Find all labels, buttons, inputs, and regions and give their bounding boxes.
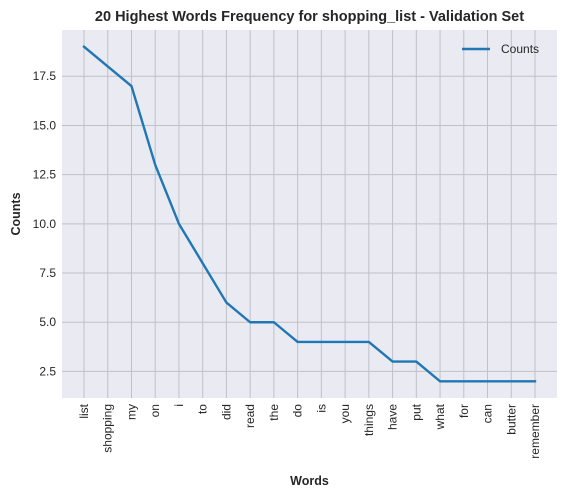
data-point <box>153 163 157 167</box>
x-tick-label: you <box>338 404 352 423</box>
x-tick-label: on <box>148 404 162 417</box>
x-tick-label: list <box>77 403 91 418</box>
chart-title: 20 Highest Words Frequency for shopping_… <box>95 9 524 25</box>
data-point <box>201 261 205 265</box>
data-point <box>296 340 300 344</box>
data-point <box>367 340 371 344</box>
legend: Counts <box>462 42 539 56</box>
x-tick-label: is <box>314 404 328 413</box>
y-tick-label: 2.5 <box>39 364 56 378</box>
y-tick-label: 17.5 <box>33 69 57 83</box>
data-point <box>106 64 110 68</box>
x-tick-label: my <box>124 404 138 420</box>
data-point <box>391 360 395 364</box>
data-point <box>533 379 537 383</box>
x-tick-label: the <box>267 404 281 421</box>
data-point <box>462 379 466 383</box>
x-tick-label: i <box>172 404 186 407</box>
data-point <box>438 379 442 383</box>
x-tick-label: can <box>481 404 495 423</box>
y-tick-label: 7.5 <box>39 266 56 280</box>
x-tick-label: butter <box>504 404 518 435</box>
data-point <box>272 320 276 324</box>
y-tick-labels: 2.5 5.0 7.5 10.0 12.5 15.0 17.5 <box>33 69 57 378</box>
y-axis-label: Counts <box>9 192 23 235</box>
x-tick-label: shopping <box>101 404 115 453</box>
series-line-counts <box>82 45 537 383</box>
x-tick-label: to <box>196 404 210 414</box>
x-tick-label: for <box>457 404 471 418</box>
y-tick-label: 10.0 <box>33 217 57 231</box>
x-tick-label: read <box>243 404 257 428</box>
x-tick-label: what <box>433 403 447 430</box>
x-tick-label: do <box>291 404 305 418</box>
x-axis-label: Words <box>290 474 329 488</box>
legend-label: Counts <box>501 42 539 56</box>
data-point <box>343 340 347 344</box>
data-point <box>414 360 418 364</box>
x-tick-label: have <box>386 404 400 430</box>
x-tick-label: did <box>219 404 233 420</box>
y-tick-label: 15.0 <box>33 118 57 132</box>
data-point <box>486 379 490 383</box>
plot-area <box>62 30 557 398</box>
series-layer <box>82 45 537 383</box>
data-point <box>509 379 513 383</box>
data-point <box>248 320 252 324</box>
y-tick-label: 12.5 <box>33 168 57 182</box>
grid-lines <box>62 30 557 398</box>
data-point <box>177 222 181 226</box>
data-point <box>82 45 86 49</box>
x-tick-label: things <box>362 404 376 436</box>
data-point <box>129 84 133 88</box>
y-tick-label: 5.0 <box>39 315 56 329</box>
x-tick-label: put <box>409 403 423 420</box>
x-tick-label: remember <box>528 404 542 459</box>
data-point <box>224 301 228 305</box>
data-point <box>319 340 323 344</box>
x-tick-labels: list shopping my on i to did read the do is you thin… <box>77 403 542 458</box>
